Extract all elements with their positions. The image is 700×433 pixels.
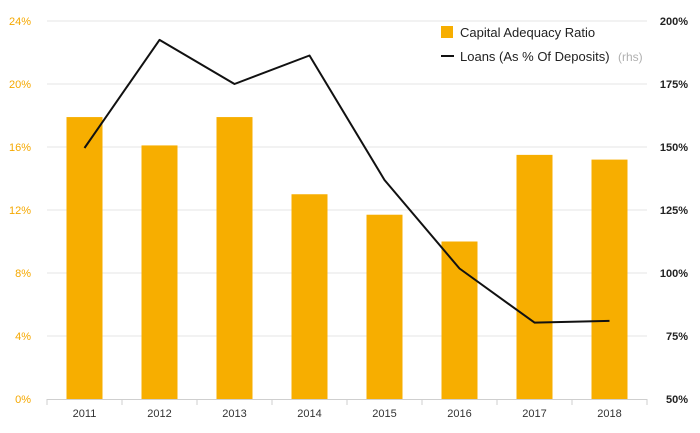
legend-label-bar: Capital Adequacy Ratio <box>460 25 595 40</box>
x-tick-label: 2014 <box>297 408 321 420</box>
x-tick-label: 2018 <box>597 408 621 420</box>
x-axis: 2011 2012 2013 2014 2015 2016 2017 2018 <box>46 399 648 420</box>
y-left-tick-label: 16% <box>9 142 31 154</box>
y-axis-right: 50% 75% 100% 125% 150% 175% 200% <box>660 16 688 406</box>
legend-label-line-note: (rhs) <box>618 50 643 64</box>
y-right-tick-label: 100% <box>660 268 688 280</box>
y-left-tick-label: 20% <box>9 79 31 91</box>
loans-line <box>83 38 610 324</box>
y-right-tick-label: 125% <box>660 205 688 217</box>
line-series <box>83 38 610 324</box>
y-right-tick-label: 150% <box>660 142 688 154</box>
legend-swatch-bar <box>441 26 453 38</box>
x-tick-label: 2015 <box>372 408 396 420</box>
bar-2012 <box>141 145 178 399</box>
y-left-tick-label: 8% <box>15 268 31 280</box>
bar-2016 <box>441 241 478 399</box>
bar-2014 <box>291 194 328 399</box>
bar-2011 <box>66 117 103 399</box>
y-left-tick-label: 4% <box>15 331 31 343</box>
y-right-tick-label: 75% <box>666 331 688 343</box>
y-axis-left: 0% 4% 8% 12% 16% 20% 24% <box>9 16 31 406</box>
x-tick-label: 2011 <box>73 408 97 420</box>
bar-2013 <box>216 117 253 399</box>
x-tick-label: 2017 <box>522 408 546 420</box>
y-left-tick-label: 12% <box>9 205 31 217</box>
legend: Capital Adequacy Ratio Loans (As % Of De… <box>441 25 643 65</box>
y-left-tick-label: 24% <box>9 16 31 28</box>
x-tick-label: 2012 <box>147 408 171 420</box>
bar-2017 <box>516 154 553 399</box>
x-tick-label: 2016 <box>447 408 471 420</box>
y-right-tick-label: 50% <box>666 394 688 406</box>
y-right-tick-label: 175% <box>660 79 688 91</box>
y-right-tick-label: 200% <box>660 16 688 28</box>
y-left-tick-label: 0% <box>15 394 31 406</box>
legend-label-line: Loans (As % Of Deposits) (rhs) <box>460 48 643 65</box>
x-tick-label: 2013 <box>222 408 246 420</box>
legend-label-line-text: Loans (As % Of Deposits) <box>460 49 610 64</box>
grid-lines <box>47 20 647 337</box>
bar-2015 <box>366 214 403 399</box>
bar-series <box>66 117 628 399</box>
bar-2018 <box>591 159 628 399</box>
